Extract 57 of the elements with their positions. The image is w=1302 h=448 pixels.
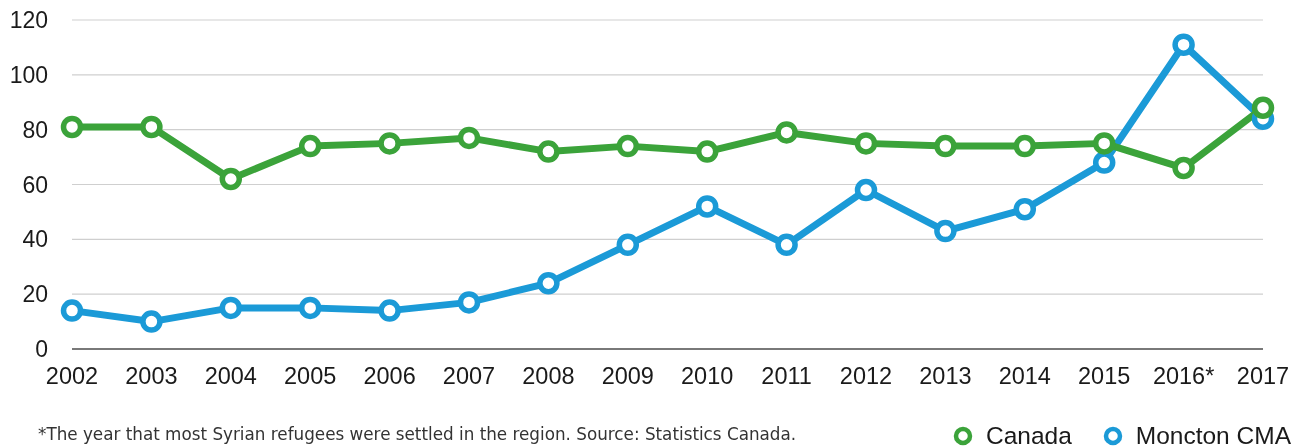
point [1251, 96, 1275, 119]
x-tick-label: 2016* [1152, 362, 1215, 389]
point [1013, 197, 1037, 221]
point [298, 134, 322, 158]
x-tick-label: 2015 [1078, 362, 1131, 389]
text: *The year that most Syrian refugees were settled in the region. Source: Statistics Canada. [38, 424, 797, 444]
x-tick-label: 2013 [919, 362, 972, 389]
y-tick-label: 20 [22, 281, 48, 308]
x-tick-label: 2007 [442, 362, 496, 389]
point [537, 271, 560, 295]
point [1092, 151, 1116, 174]
point [298, 296, 322, 320]
point [60, 299, 84, 322]
point [695, 140, 719, 163]
point [854, 132, 878, 155]
point [1092, 132, 1116, 155]
point [854, 178, 878, 202]
point [1013, 134, 1037, 158]
x-tick-label: 2006 [363, 362, 416, 389]
y-tick-label: 40 [22, 226, 48, 253]
point [378, 299, 401, 322]
point [616, 233, 640, 257]
x-tick-label: 2002 [45, 362, 99, 389]
y-tick-label: 0 [35, 336, 48, 363]
point [775, 121, 798, 144]
point [537, 140, 560, 163]
point [1172, 33, 1195, 56]
point [616, 134, 640, 158]
point [219, 167, 243, 191]
point [60, 115, 84, 139]
legend-label: Canada [985, 421, 1072, 448]
y-tick-label: 120 [9, 7, 48, 34]
point [457, 291, 481, 314]
point [934, 219, 957, 243]
x-tick-label: 2005 [284, 362, 337, 389]
x-tick-label: 2009 [601, 362, 654, 389]
y-tick-label: 80 [22, 116, 48, 143]
x-tick-label: 2014 [998, 362, 1051, 389]
point [457, 126, 481, 150]
point [378, 132, 401, 155]
y-tick-label: 60 [22, 171, 48, 198]
point [219, 296, 243, 320]
x-tick-label: 2011 [761, 362, 812, 389]
x-tick-label: 2010 [681, 362, 734, 389]
x-tick-label: 2008 [522, 362, 575, 389]
point [934, 134, 957, 158]
point [1172, 156, 1195, 180]
x-tick-label: 2012 [839, 362, 893, 389]
point [140, 115, 163, 139]
point [775, 233, 798, 257]
y-tick-label: 100 [9, 62, 48, 88]
point [140, 310, 163, 333]
x-tick-label: 2017 [1236, 362, 1290, 389]
legend-label: Moncton CMA [1135, 421, 1291, 448]
x-tick-label: 2004 [204, 362, 257, 389]
x-tick-label: 2003 [125, 362, 178, 389]
point [695, 195, 719, 218]
